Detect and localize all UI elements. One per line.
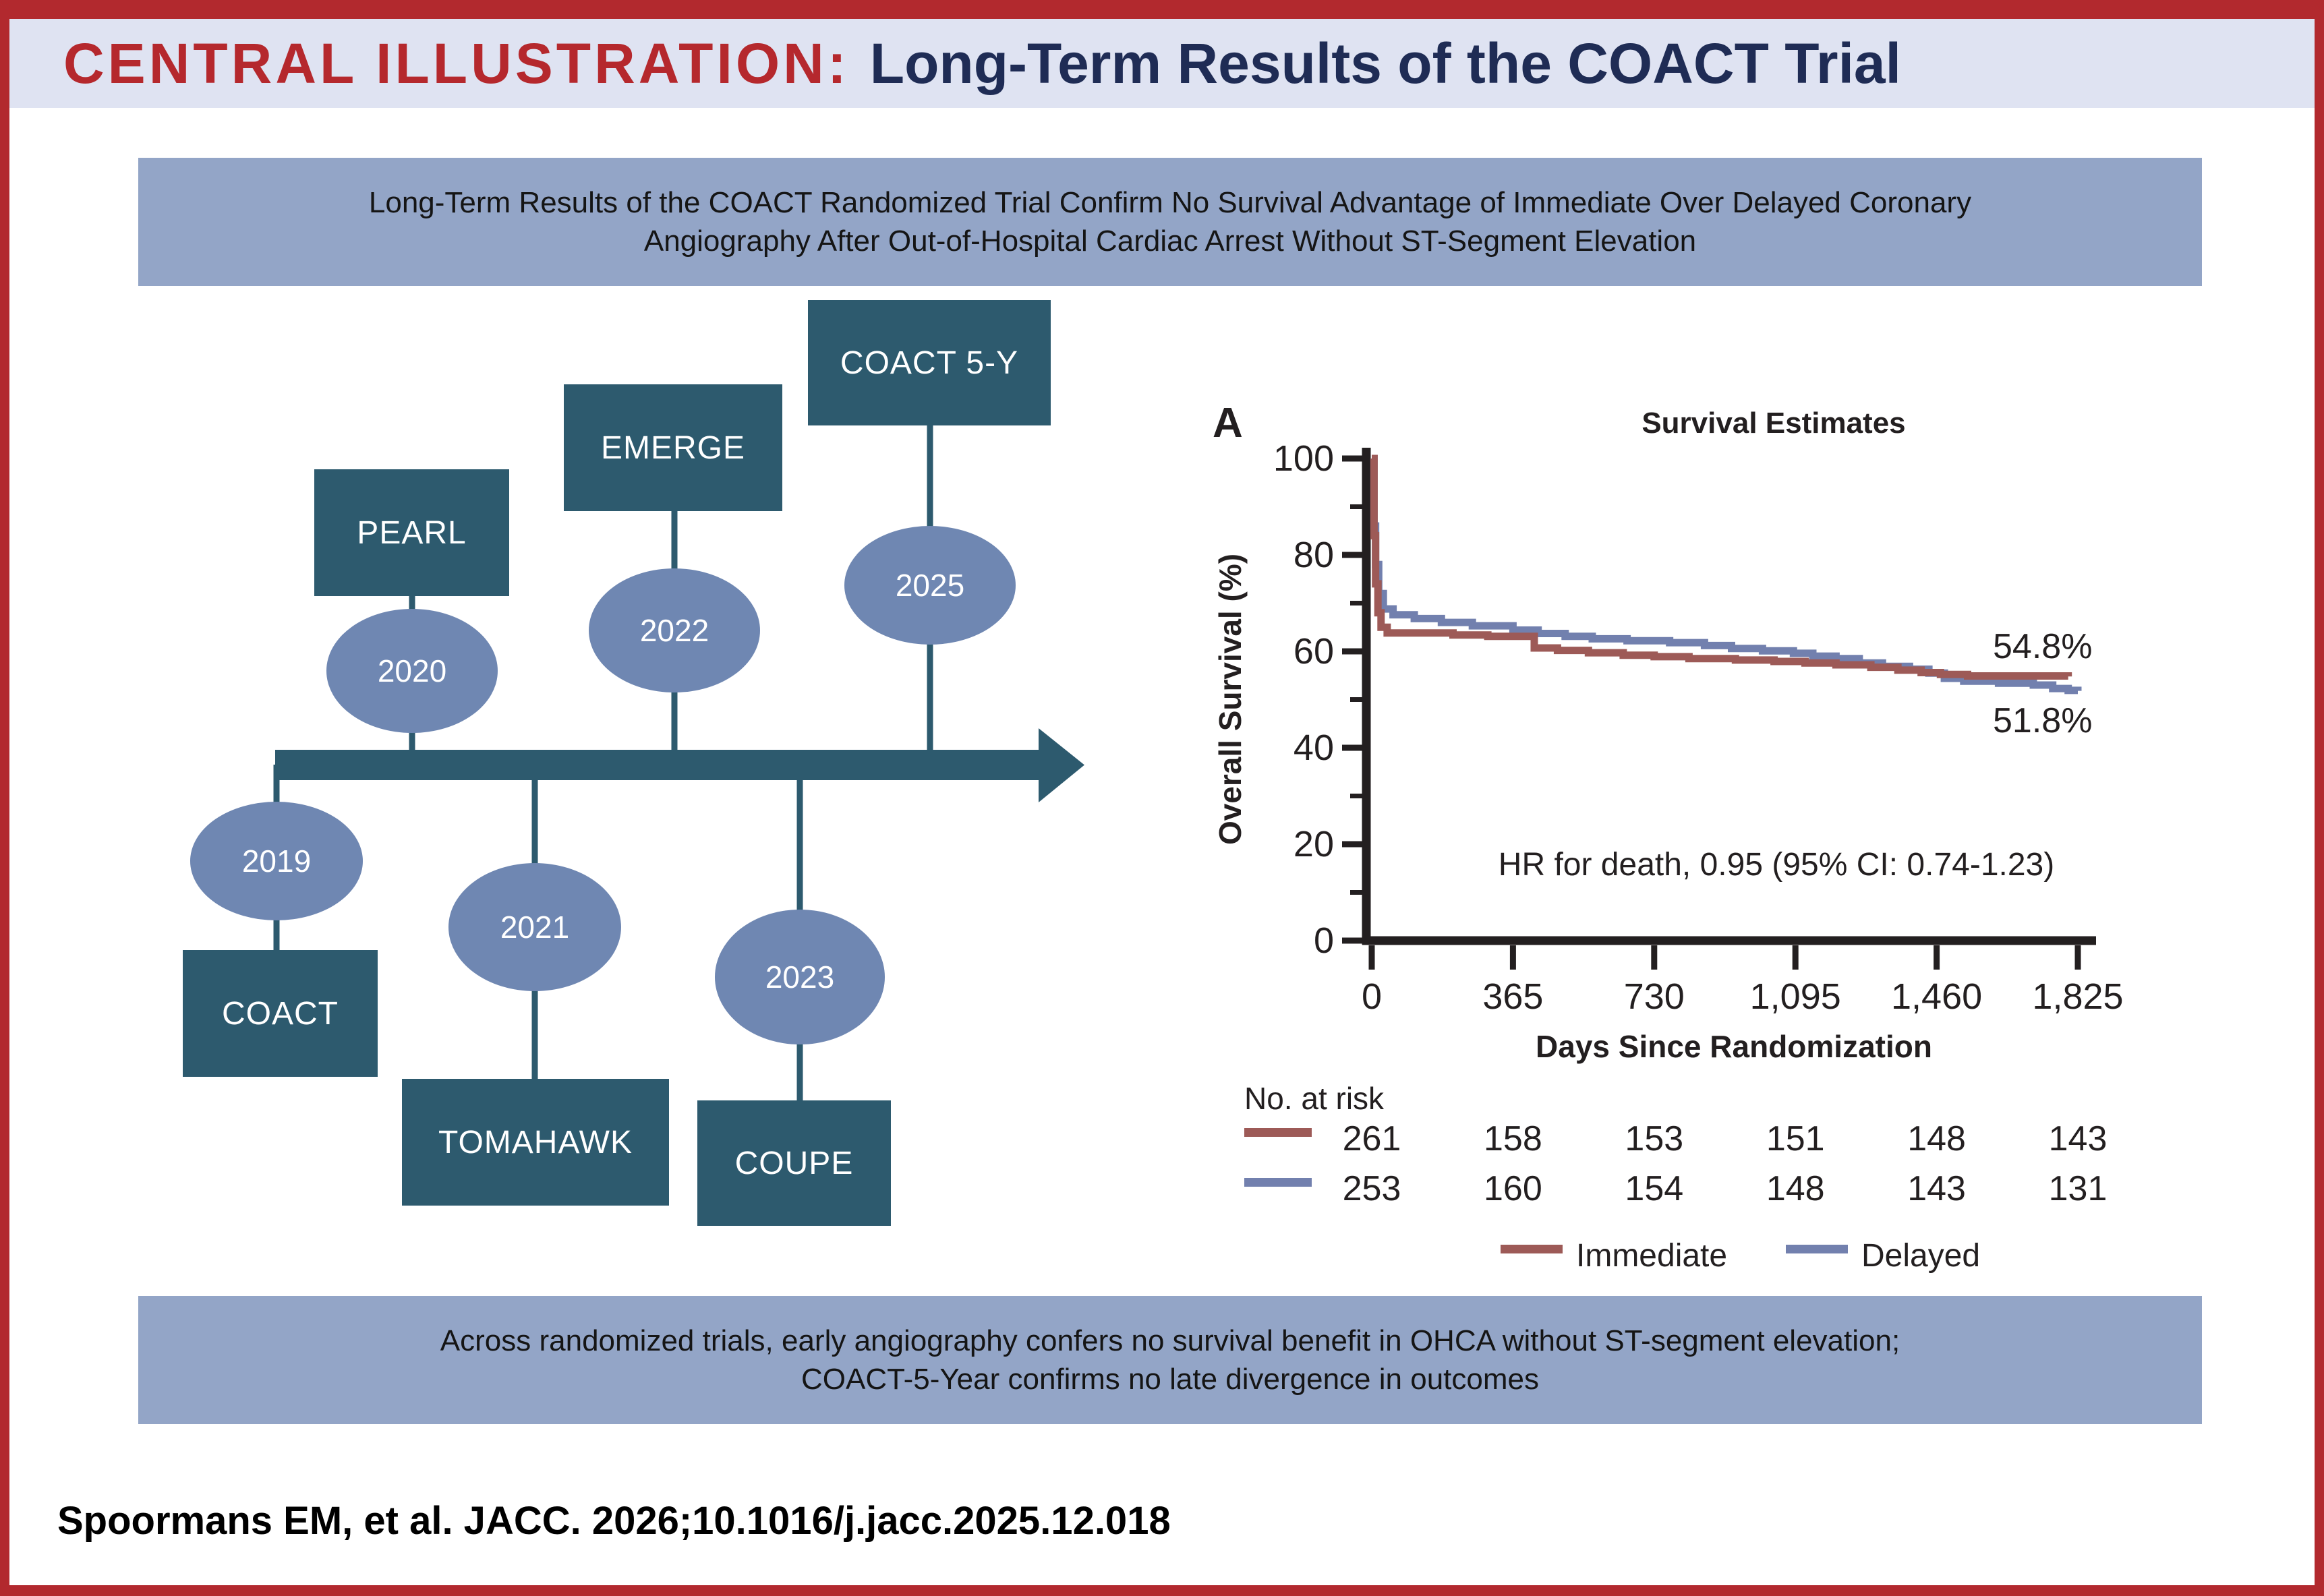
risk-count: 158 (1484, 1119, 1542, 1158)
risk-table-label: No. at risk (1244, 1081, 1385, 1116)
risk-count: 148 (1907, 1119, 1966, 1158)
risk-count: 153 (1625, 1119, 1683, 1158)
y-tick-label: 80 (1294, 535, 1334, 575)
risk-swatch-delayed (1244, 1178, 1312, 1187)
citation: Spoormans EM, et al. JACC. 2026;10.1016/… (57, 1499, 1171, 1543)
x-tick-label: 1,460 (1891, 976, 1982, 1017)
top-summary-banner: Long-Term Results of the COACT Randomize… (138, 158, 2202, 286)
timeline-year-2019: 2019 (190, 802, 363, 920)
hazard-ratio-note: HR for death, 0.95 (95% CI: 0.74-1.23) (1499, 847, 2054, 883)
immediate-end-label: 54.8% (1993, 627, 2092, 666)
bottom-banner-line2: COACT-5-Year confirms no late divergence… (801, 1363, 1539, 1396)
series-line-immediate (1370, 454, 2072, 680)
figure-header: CENTRAL ILLUSTRATION: Long-Term Results … (9, 19, 2315, 108)
y-tick-label: 100 (1273, 438, 1334, 479)
timeline-year-2021: 2021 (448, 863, 621, 991)
y-tick-label: 20 (1294, 824, 1334, 864)
chart-generated-content: 0 20 40 60 80 100 0 365 730 1,095 1,460 1,825 261 158… (1244, 438, 2124, 1274)
x-tick-label: 1,825 (2032, 976, 2123, 1017)
chart-title: Survival Estimates (1642, 407, 1905, 440)
x-tick-label: 1,095 (1750, 976, 1841, 1017)
risk-count: 253 (1343, 1169, 1401, 1208)
y-tick-label: 40 (1294, 728, 1334, 768)
timeline-box-emerge: EMERGE (564, 384, 782, 511)
top-banner-line2: Angiography After Out-of-Hospital Cardia… (643, 225, 1697, 258)
x-tick-label: 730 (1624, 976, 1685, 1017)
legend-swatch-delayed (1786, 1245, 1848, 1253)
timeline-box-pearl: PEARL (314, 469, 509, 596)
timeline-box-tomahawk: TOMAHAWK (402, 1079, 669, 1206)
legend-label-immediate: Immediate (1576, 1238, 1727, 1274)
bottom-banner-line1: Across randomized trials, early angiogra… (440, 1324, 1900, 1357)
y-tick-label: 0 (1314, 920, 1334, 961)
y-axis-title: Overall Survival (%) (1213, 554, 1248, 845)
delayed-end-label: 51.8% (1993, 701, 2092, 740)
x-axis-title: Days Since Randomization (1536, 1029, 1932, 1064)
timeline-year-2023: 2023 (715, 910, 885, 1044)
timeline-box-coact: COACT (183, 950, 378, 1077)
header-title: Long-Term Results of the COACT Trial (869, 31, 1901, 95)
top-banner-line1: Long-Term Results of the COACT Randomize… (368, 186, 1972, 219)
risk-count: 148 (1766, 1169, 1825, 1208)
x-tick-label: 365 (1482, 976, 1543, 1017)
timeline-year-2020: 2020 (326, 609, 498, 733)
timeline-box-coupe: COUPE (697, 1100, 891, 1226)
survival-chart: A Survival Estimates Overall Survival (%… (1213, 400, 2124, 1274)
risk-count: 160 (1484, 1169, 1542, 1208)
risk-count: 143 (2049, 1119, 2108, 1158)
timeline-arrow (275, 728, 1084, 802)
risk-count: 154 (1625, 1169, 1683, 1208)
risk-count: 131 (2049, 1169, 2108, 1208)
risk-swatch-immediate (1244, 1128, 1312, 1137)
legend-swatch-immediate (1501, 1245, 1563, 1253)
timeline-box-coact-5y: COACT 5-Y (808, 300, 1051, 425)
timeline-year-2025: 2025 (844, 526, 1016, 645)
timeline-year-2022: 2022 (589, 568, 760, 692)
risk-count: 151 (1766, 1119, 1825, 1158)
panel-label: A (1213, 400, 1243, 446)
risk-count: 143 (1907, 1169, 1966, 1208)
y-tick-label: 60 (1294, 631, 1334, 672)
x-tick-label: 0 (1362, 976, 1382, 1017)
legend-label-delayed: Delayed (1861, 1238, 1980, 1274)
series-line-delayed (1370, 454, 2082, 694)
bottom-summary-banner: Across randomized trials, early angiogra… (138, 1296, 2202, 1424)
risk-count: 261 (1343, 1119, 1401, 1158)
header-label: CENTRAL ILLUSTRATION: (63, 31, 850, 95)
